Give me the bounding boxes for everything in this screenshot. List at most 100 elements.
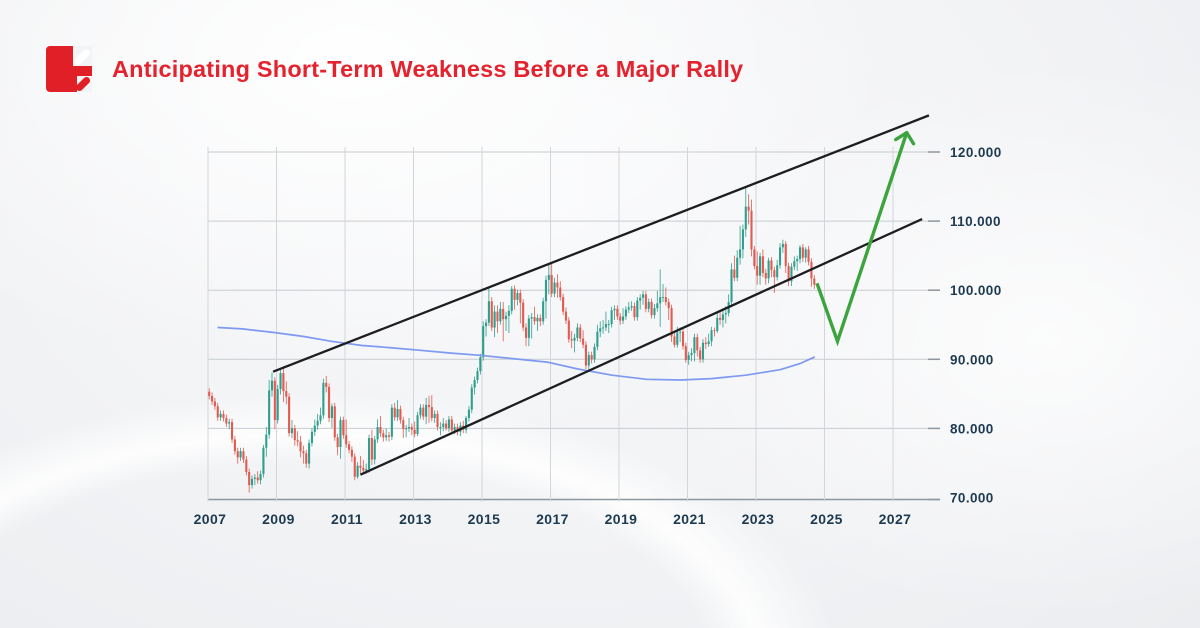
candle-down — [490, 301, 493, 328]
candle-up — [767, 260, 770, 279]
candle-down — [211, 395, 214, 402]
candle-up — [716, 317, 719, 331]
candle-up — [250, 478, 254, 486]
candle-down — [684, 346, 687, 360]
candle-up — [744, 206, 747, 230]
candle-up — [790, 266, 793, 282]
candle-up — [661, 297, 665, 299]
candle-up — [736, 257, 739, 278]
candle-up — [730, 269, 733, 302]
candle-down — [761, 256, 764, 273]
candle-down — [713, 330, 716, 332]
x-axis-label: 2023 — [742, 511, 775, 527]
candle-up — [530, 317, 533, 319]
candle-up — [376, 427, 379, 440]
candle-up — [319, 415, 322, 421]
candle-up — [390, 407, 393, 437]
candle-up — [656, 303, 659, 309]
candle-down — [564, 311, 568, 321]
candle-down — [650, 301, 653, 316]
candle-down — [348, 444, 351, 450]
candle-down — [413, 429, 416, 434]
candle-down — [333, 406, 336, 438]
candle-up — [239, 451, 242, 458]
projection-arrow-shaft — [815, 132, 909, 347]
candle-down — [670, 308, 673, 337]
candle-down — [764, 272, 767, 279]
candle-down — [644, 294, 647, 309]
candle-down — [379, 427, 382, 434]
candle-down — [350, 449, 353, 457]
candle-up — [647, 301, 650, 309]
candle-down — [619, 316, 622, 321]
candle-down — [245, 459, 248, 472]
candle-down — [753, 249, 756, 267]
candle-down — [673, 336, 676, 345]
candle-down — [756, 266, 759, 276]
candle-down — [747, 206, 750, 211]
candle-up — [542, 301, 545, 322]
candle-up — [439, 427, 442, 428]
header: Anticipating Short-Term Weakness Before … — [46, 46, 743, 92]
candle-up — [442, 423, 445, 428]
candle-down — [410, 427, 413, 430]
candle-up — [499, 308, 502, 322]
candle-up — [425, 404, 428, 417]
candle-down — [582, 338, 585, 345]
candle-up — [385, 435, 388, 438]
candle-up — [367, 438, 371, 470]
candle-up — [276, 389, 279, 421]
candle-up — [507, 310, 510, 316]
candle-up — [516, 292, 519, 300]
candle-up — [396, 409, 399, 418]
candle-down — [359, 465, 362, 468]
candle-down — [733, 269, 736, 278]
y-axis-label: 100.000 — [950, 283, 1002, 298]
candle-down — [248, 471, 251, 486]
candle-up — [536, 317, 539, 322]
y-axis-label: 110.000 — [950, 214, 1001, 229]
candle-down — [236, 451, 239, 458]
candle-down — [801, 247, 804, 258]
candle-down — [299, 441, 302, 452]
candle-down — [773, 270, 776, 278]
candle-up — [776, 265, 779, 278]
candle-down — [519, 292, 522, 303]
candle-down — [445, 423, 448, 429]
candle-up — [527, 318, 530, 338]
candle-up — [639, 297, 642, 301]
candle-up — [641, 294, 645, 298]
candle-up — [504, 315, 508, 320]
candle-up — [701, 342, 705, 360]
candle-down — [496, 311, 499, 322]
candle-up — [322, 382, 325, 416]
page-title: Anticipating Short-Term Weakness Before … — [112, 56, 744, 82]
candle-down — [570, 339, 573, 341]
candle-up — [416, 415, 419, 434]
candle-up — [778, 247, 782, 266]
candle-down — [427, 404, 431, 407]
candle-up — [407, 427, 411, 429]
candle-down — [230, 422, 234, 440]
candle-up — [290, 428, 294, 434]
candle-down — [524, 327, 528, 338]
candle-up — [796, 259, 799, 262]
candle-down — [288, 396, 291, 434]
candle-up — [487, 301, 490, 323]
candle-up — [596, 331, 599, 347]
moving-average-line — [217, 326, 816, 381]
candle-down — [393, 407, 396, 418]
candle-down — [345, 435, 348, 445]
candle-up — [604, 324, 607, 328]
x-axis-label: 2009 — [262, 511, 295, 527]
candle-up — [593, 346, 596, 360]
candle-down — [784, 243, 787, 267]
x-axis-label: 2013 — [399, 511, 432, 527]
candle-down — [370, 438, 373, 460]
candle-up — [721, 314, 724, 320]
candle-down — [387, 435, 391, 437]
candle-up — [270, 380, 274, 391]
candle-up — [330, 406, 333, 419]
candle-up — [707, 341, 710, 345]
